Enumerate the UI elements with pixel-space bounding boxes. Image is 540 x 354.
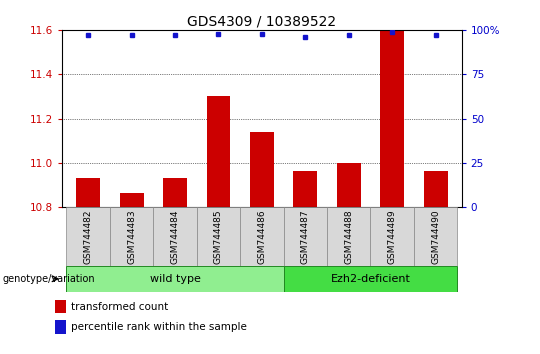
Text: GSM744487: GSM744487 [301, 209, 310, 264]
Bar [120, 193, 144, 207]
Bar [56, 320, 66, 334]
Title: GDS4309 / 10389522: GDS4309 / 10389522 [187, 15, 336, 29]
Bar [293, 171, 318, 207]
Text: GSM744486: GSM744486 [258, 209, 266, 264]
Bar [56, 300, 66, 313]
Text: genotype/variation: genotype/variation [3, 274, 96, 284]
Bar [285, 266, 457, 292]
Text: percentile rank within the sample: percentile rank within the sample [71, 322, 247, 332]
Text: GSM744483: GSM744483 [127, 209, 136, 264]
Text: GSM744490: GSM744490 [431, 209, 440, 264]
Bar [414, 207, 457, 266]
Bar [66, 207, 110, 266]
Bar [284, 207, 327, 266]
Bar [240, 207, 284, 266]
Text: wild type: wild type [150, 274, 200, 284]
Text: GSM744484: GSM744484 [171, 209, 179, 263]
Bar [327, 207, 370, 266]
Bar [66, 266, 284, 292]
Bar [370, 207, 414, 266]
Bar [380, 30, 404, 207]
Bar [153, 207, 197, 266]
Text: Ezh2-deficient: Ezh2-deficient [331, 274, 411, 284]
Bar [197, 207, 240, 266]
Bar [110, 207, 153, 266]
Bar [76, 178, 100, 207]
Text: GSM744488: GSM744488 [345, 209, 353, 264]
Bar [206, 96, 231, 207]
Text: GSM744482: GSM744482 [84, 209, 93, 263]
Bar [250, 132, 274, 207]
Text: GSM744489: GSM744489 [388, 209, 397, 264]
Text: transformed count: transformed count [71, 302, 168, 312]
Bar [424, 171, 448, 207]
Bar [337, 163, 361, 207]
Text: GSM744485: GSM744485 [214, 209, 223, 264]
Bar [163, 178, 187, 207]
